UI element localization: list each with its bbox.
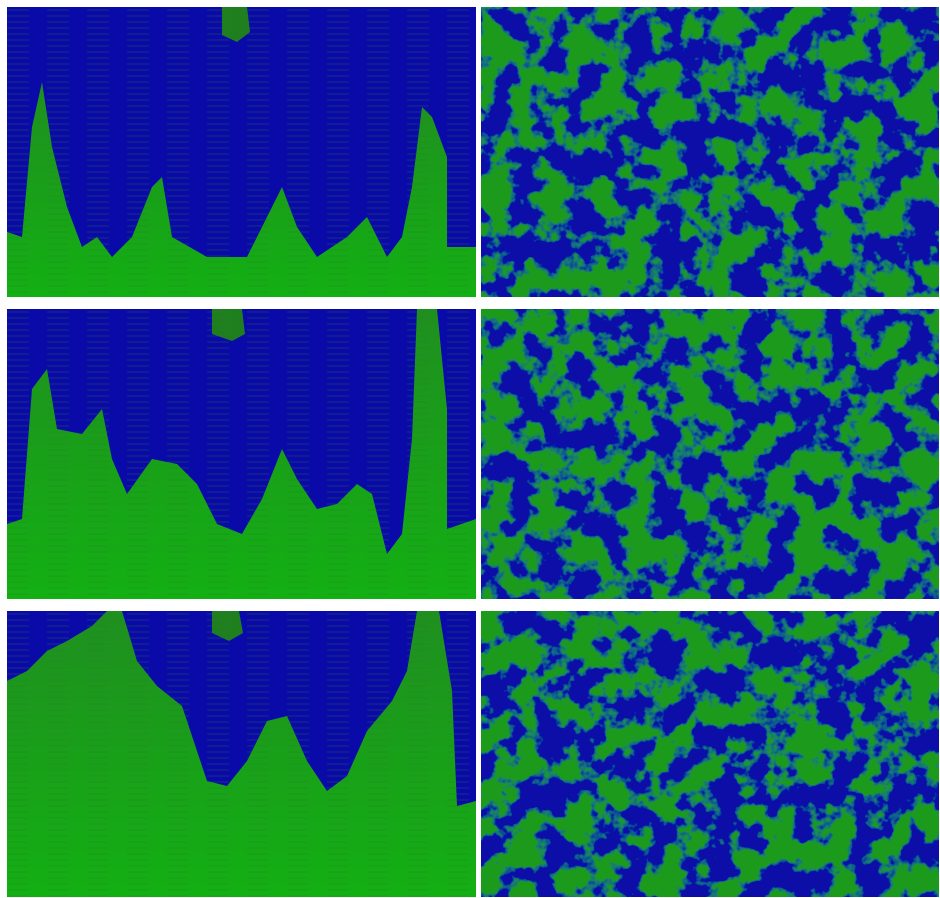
- texture: [7, 309, 476, 599]
- terrain-top-view: [481, 611, 939, 897]
- terrain-panel: [481, 309, 939, 599]
- figure: [0, 0, 940, 898]
- terrain-panel: [481, 611, 939, 897]
- terrain-top-view: [481, 7, 939, 297]
- terrain-panel: [7, 7, 476, 297]
- page: [0, 0, 940, 898]
- terrain-panel: [481, 7, 939, 297]
- terrain-panel: [7, 611, 476, 897]
- texture: [7, 611, 476, 897]
- terrain-top-view: [481, 309, 939, 599]
- terrain-panel: [7, 309, 476, 599]
- texture: [7, 7, 476, 297]
